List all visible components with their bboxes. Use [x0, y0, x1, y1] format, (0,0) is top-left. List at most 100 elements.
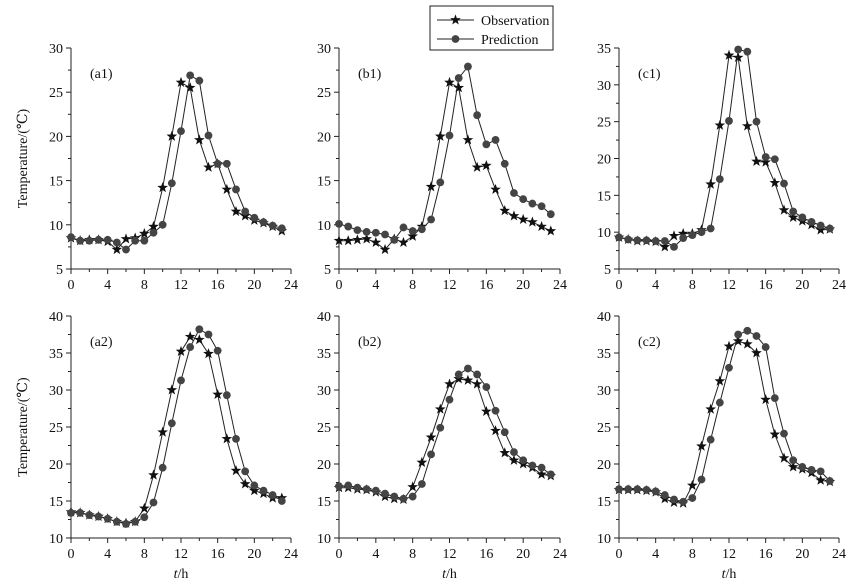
x-axis-title: t/h	[722, 567, 737, 582]
circle-marker	[177, 376, 185, 385]
x-tick-label: 8	[689, 278, 696, 293]
star-marker	[434, 130, 446, 141]
circle-marker	[546, 470, 555, 479]
star-marker	[434, 403, 446, 414]
circle-marker	[510, 189, 518, 197]
y-tick-label: 30	[597, 384, 611, 399]
y-tick-label: 30	[49, 384, 63, 399]
x-tick-label: 12	[443, 278, 457, 293]
y-tick-label: 15	[49, 495, 63, 510]
x-tick-label: 8	[409, 547, 416, 562]
circle-marker	[454, 74, 463, 82]
circle-marker	[344, 481, 353, 490]
circle-marker	[103, 514, 112, 523]
star-marker	[778, 204, 790, 215]
star-marker	[508, 454, 520, 465]
star-marker	[705, 403, 716, 414]
x-tick-label: 12	[443, 547, 457, 562]
x-tick-label: 4	[652, 547, 659, 562]
star-marker	[751, 155, 762, 166]
series-observation	[333, 373, 557, 505]
x-tick-label: 0	[68, 547, 75, 562]
star-marker	[379, 243, 391, 255]
series-line	[339, 378, 551, 501]
star-marker	[166, 384, 178, 395]
y-tick-label: 10	[49, 532, 63, 547]
circle-marker	[362, 485, 371, 494]
star-marker	[444, 378, 455, 389]
series-line	[70, 336, 282, 524]
y-tick-label: 25	[597, 116, 611, 131]
series-prediction	[67, 325, 286, 528]
circle-marker	[734, 330, 743, 339]
circle-marker	[268, 221, 277, 230]
star-marker	[230, 205, 242, 217]
chart-panel-2: 5 10 15 20 25 30 0 4 8 12 16 20 24 (b1)	[317, 42, 567, 293]
circle-marker	[807, 466, 816, 474]
circle-marker	[67, 233, 75, 242]
circle-marker	[277, 497, 286, 505]
x-tick-label: 0	[68, 278, 75, 293]
circle-marker	[679, 234, 688, 242]
star-marker	[462, 134, 474, 145]
star-marker	[148, 220, 159, 232]
x-tick-label: 16	[759, 547, 773, 562]
circle-marker	[94, 512, 103, 521]
circle-marker	[633, 485, 642, 494]
circle-marker	[743, 326, 752, 335]
panel-label: (c2)	[638, 335, 661, 350]
circle-marker	[76, 236, 85, 245]
x-tick-label: 24	[553, 547, 567, 562]
y-tick-label: 35	[317, 347, 331, 362]
circle-marker	[807, 217, 816, 226]
circle-marker	[660, 491, 669, 499]
star-marker	[499, 447, 511, 458]
circle-marker	[103, 235, 112, 244]
star-marker	[361, 233, 372, 244]
circle-marker	[353, 226, 362, 235]
circle-marker	[112, 238, 121, 247]
circle-marker	[715, 175, 724, 184]
y-tick-label: 5	[604, 263, 611, 278]
star-marker	[517, 213, 529, 225]
star-marker	[194, 334, 205, 345]
circle-marker	[259, 486, 268, 495]
series-prediction	[335, 364, 555, 503]
x-tick-label: 4	[372, 547, 379, 562]
circle-marker	[660, 237, 669, 245]
circle-marker	[390, 235, 399, 244]
circle-marker	[816, 221, 825, 230]
star-marker	[407, 481, 418, 492]
circle-marker	[715, 398, 724, 407]
star-marker	[120, 233, 132, 244]
star-marker	[742, 120, 753, 131]
circle-marker	[798, 463, 807, 471]
star-marker	[778, 452, 790, 463]
circle-marker	[149, 228, 158, 237]
circle-marker	[362, 227, 371, 236]
circle-marker	[140, 236, 149, 245]
y-tick-label: 25	[597, 421, 611, 436]
y-tick-label: 25	[49, 421, 63, 436]
circle-marker	[651, 237, 660, 245]
y-tick-label: 15	[317, 175, 331, 190]
circle-marker	[195, 76, 204, 85]
circle-marker	[408, 492, 417, 501]
x-tick-label: 20	[516, 278, 530, 293]
x-tick-label: 12	[174, 547, 188, 562]
x-tick-label: 20	[247, 278, 261, 293]
panel-label: (c1)	[638, 67, 661, 82]
y-tick-label: 10	[317, 219, 331, 234]
x-tick-label: 8	[141, 547, 148, 562]
star-marker	[184, 331, 196, 342]
star-marker	[221, 433, 233, 444]
circle-marker	[482, 383, 491, 391]
circle-marker	[546, 210, 555, 219]
circle-marker	[752, 117, 761, 126]
x-tick-label: 12	[174, 278, 188, 293]
star-marker	[760, 156, 771, 167]
x-tick-label: 24	[832, 547, 846, 562]
circle-marker	[688, 231, 697, 240]
circle-marker	[780, 429, 788, 438]
star-marker	[148, 469, 159, 480]
